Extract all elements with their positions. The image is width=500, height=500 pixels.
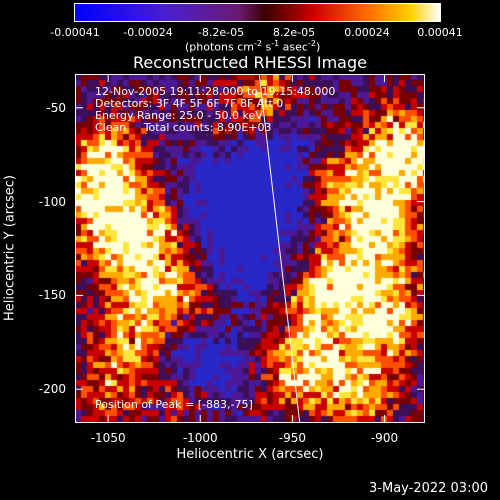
solar-limb-line — [75, 74, 425, 423]
info-time-range: 12-Nov-2005 19:11:28.000 to 19:15:48.000 — [95, 85, 336, 98]
colorbar-tick-label: -0.00024 — [123, 26, 173, 39]
y-tick-label: -50 — [46, 100, 66, 115]
y-axis-label: Heliocentric Y (arcsec) — [2, 175, 18, 321]
y-tick-label: -100 — [38, 194, 66, 209]
y-tick-label: -150 — [38, 288, 66, 303]
x-tick-label: -900 — [370, 431, 399, 445]
colorbar-tick-label: -0.00041 — [50, 26, 100, 39]
colorbar-tick-label: -8.2e-05 — [197, 26, 245, 39]
colorbar-tick-label: 0.00024 — [344, 26, 390, 39]
colorbar-units: (photons cm-2 s-1 asec-2) — [185, 39, 321, 54]
info-energy-range: Energy Range: 25.0 - 50.0 keV — [95, 109, 263, 122]
date-stamp: 3-May-2022 03:00 — [369, 481, 488, 496]
colorbar — [74, 3, 441, 22]
plot-title: Reconstructed RHESSI Image — [133, 53, 367, 72]
x-tick-label: -1050 — [90, 431, 126, 445]
info-total-counts: Clean Total counts: 8.90E+03 — [95, 121, 272, 134]
y-tick-label: -200 — [38, 382, 66, 397]
x-tick-label: -1000 — [182, 431, 218, 445]
info-detectors: Detectors: 3F 4F 5F 6F 7F 8F Att 0 — [95, 97, 284, 110]
colorbar-tick-label: 8.2e-05 — [272, 26, 316, 39]
rhessi-image-map — [75, 74, 425, 423]
x-tick-label: -950 — [278, 431, 306, 445]
colorbar-tick-label: 0.00041 — [417, 26, 463, 39]
x-axis-label: Heliocentric X (arcsec) — [176, 447, 324, 462]
colorbar-gradient — [75, 4, 440, 21]
peak-position-label: Position of Peak = [-883,-75] — [95, 398, 253, 411]
